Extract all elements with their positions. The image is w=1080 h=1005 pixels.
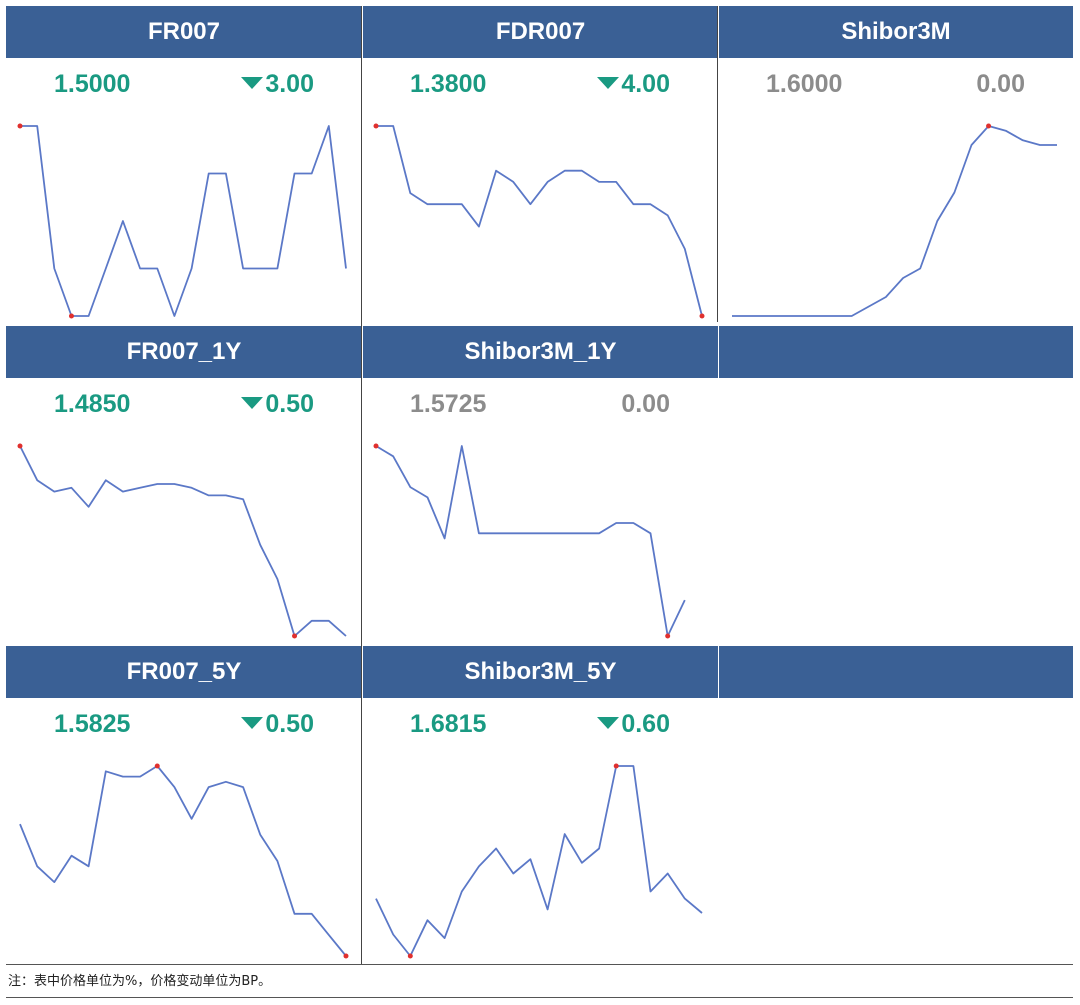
rule-line	[6, 997, 1073, 998]
sparkline-chart	[19, 763, 349, 959]
change-value: 0.00	[976, 70, 1025, 99]
sparkline-chart	[375, 763, 703, 959]
extreme-point-marker	[17, 443, 23, 449]
extreme-point-marker	[373, 123, 379, 129]
current-value: 1.6815	[410, 710, 487, 738]
extreme-point-marker	[292, 633, 298, 639]
sparkline-chart	[17, 443, 347, 639]
change-text: 0.00	[621, 390, 670, 418]
extreme-point-marker	[665, 633, 671, 639]
series-line	[375, 445, 686, 637]
panel-title: Shibor3M_1Y	[362, 326, 718, 378]
current-value: 1.5725	[410, 390, 487, 418]
extreme-point-marker	[17, 123, 23, 129]
panel-header	[718, 326, 1073, 378]
series-line	[376, 125, 703, 317]
series-line	[19, 765, 347, 957]
sparkline-chart	[17, 123, 347, 319]
rule-line	[6, 964, 1073, 965]
change-value: 0.50	[241, 710, 314, 739]
down-triangle-icon	[241, 397, 264, 410]
change-text: 0.60	[621, 710, 670, 738]
panel-title: FR007_1Y	[6, 326, 362, 378]
extreme-point-marker	[699, 313, 705, 319]
extreme-point-marker	[343, 953, 349, 959]
panel-divider	[717, 6, 718, 322]
current-value: 1.5000	[54, 70, 131, 98]
sparkline-chart	[373, 123, 705, 319]
current-value: 1.4850	[54, 390, 131, 418]
sparkline-chart	[732, 123, 1057, 317]
footnote: 注：表中价格单位为%，价格变动单位为BP。	[8, 974, 272, 989]
extreme-point-marker	[986, 123, 992, 129]
change-value: 3.00	[241, 70, 314, 99]
panel-title: Shibor3M_5Y	[362, 646, 718, 698]
down-triangle-icon	[241, 77, 264, 90]
change-text: 3.00	[265, 70, 314, 98]
series-line	[732, 125, 1057, 317]
down-triangle-icon	[597, 717, 620, 730]
change-text: 4.00	[621, 70, 670, 98]
extreme-point-marker	[407, 953, 413, 959]
change-text: 0.00	[976, 70, 1025, 98]
change-value: 0.00	[621, 390, 670, 419]
panel-title: Shibor3M	[718, 6, 1073, 58]
current-value: 1.6000	[766, 70, 843, 98]
change-value: 0.60	[597, 710, 670, 739]
panel-title: FR007	[6, 6, 362, 58]
sparkline-chart	[373, 443, 686, 639]
change-value: 0.50	[241, 390, 314, 419]
extreme-point-marker	[613, 763, 619, 769]
current-value: 1.3800	[410, 70, 487, 98]
series-line	[20, 125, 347, 317]
extreme-point-marker	[154, 763, 160, 769]
extreme-point-marker	[68, 313, 74, 319]
series-line	[19, 445, 347, 637]
change-text: 0.50	[265, 710, 314, 738]
panel-header	[718, 646, 1073, 698]
extreme-point-marker	[373, 443, 379, 449]
down-triangle-icon	[597, 77, 620, 90]
series-line	[375, 765, 703, 957]
current-value: 1.5825	[54, 710, 131, 738]
panel-title: FDR007	[362, 6, 718, 58]
down-triangle-icon	[241, 717, 264, 730]
change-text: 0.50	[265, 390, 314, 418]
panel-title: FR007_5Y	[6, 646, 362, 698]
change-value: 4.00	[597, 70, 670, 99]
panel-divider	[361, 6, 362, 964]
